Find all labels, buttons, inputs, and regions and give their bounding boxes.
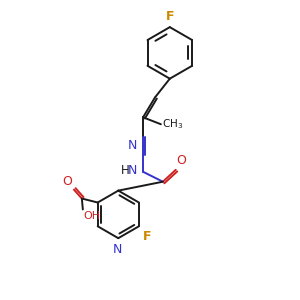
Text: N: N [112, 243, 122, 256]
Text: CH$_3$: CH$_3$ [162, 117, 183, 131]
Text: O: O [62, 175, 72, 188]
Text: N: N [128, 139, 137, 152]
Text: OH: OH [84, 212, 101, 221]
Text: H: H [120, 164, 129, 177]
Text: F: F [166, 10, 174, 23]
Text: O: O [177, 154, 187, 167]
Text: F: F [143, 230, 152, 243]
Text: N: N [128, 164, 137, 177]
